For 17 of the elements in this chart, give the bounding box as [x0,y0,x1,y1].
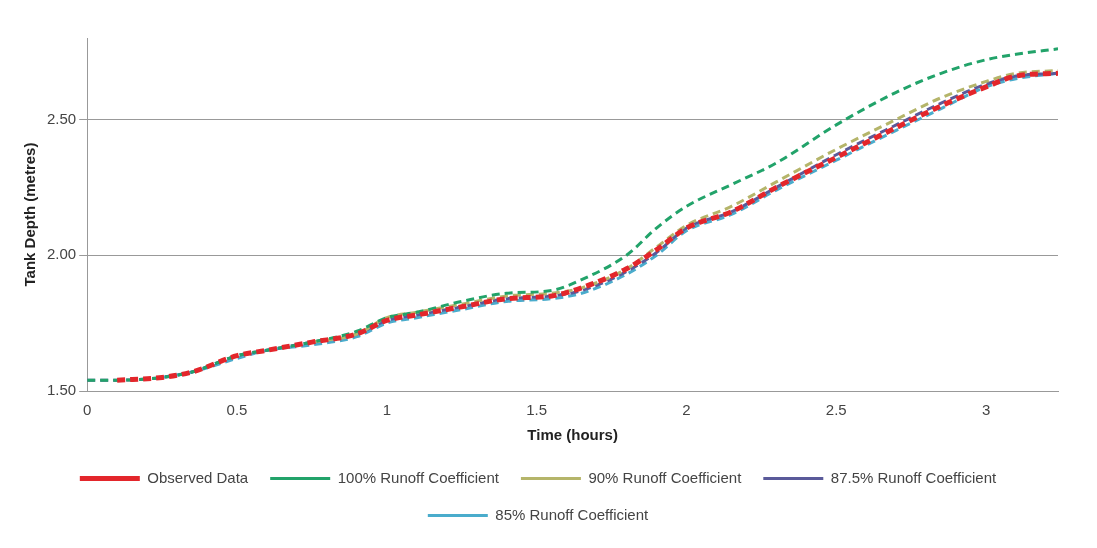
legend-label: 87.5% Runoff Coefficient [830,468,998,486]
y-axis-title: Tank Depth (metres) [21,142,39,287]
x-tick-label: 2 [682,401,691,419]
y-tick-label: 1.50 [46,381,77,399]
legend-label: Observed Data [147,468,249,486]
x-tick-label: 0.5 [226,401,248,419]
legend-label: 100% Runoff Coefficient [337,468,500,486]
x-tick-label: 2.5 [825,401,847,419]
legend-label: 90% Runoff Coefficient [588,468,743,486]
legend-label: 85% Runoff Coefficient [495,505,650,523]
x-tick-label: 3 [981,401,991,419]
x-tick-label: 1.5 [526,401,548,419]
x-axis-title: Time (hours) [527,426,618,444]
y-tick-label: 2.00 [46,245,77,263]
x-tick-label: 0 [83,401,92,419]
y-tick-label: 2.50 [46,109,77,127]
x-tick-label: 1 [382,401,391,419]
